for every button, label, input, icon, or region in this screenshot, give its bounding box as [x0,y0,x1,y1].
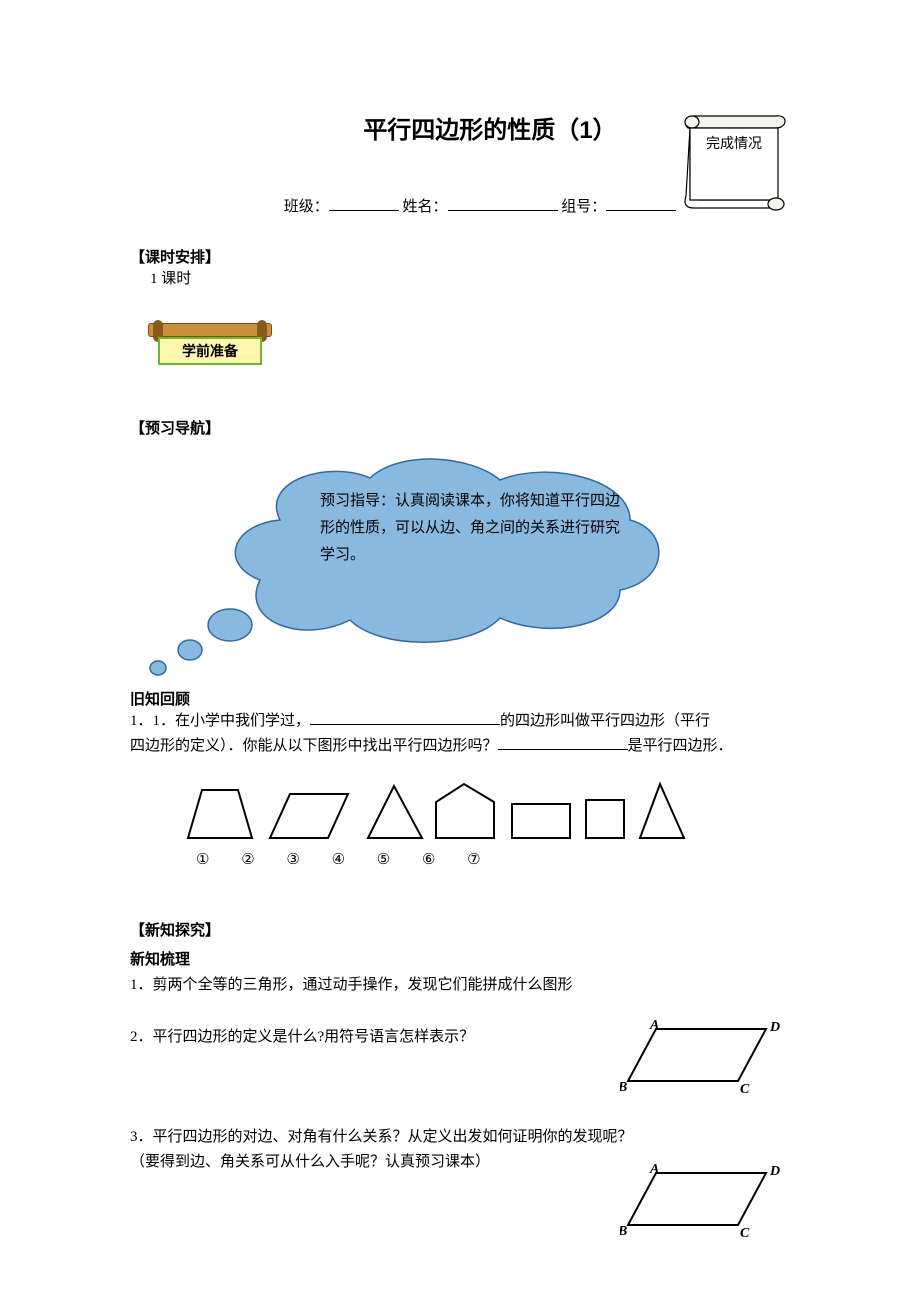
svg-text:B: B [620,1080,627,1095]
svg-text:D: D [769,1020,780,1035]
question-1: 1．剪两个全等的三角形，通过动手操作，发现它们能拼成什么图形 [130,973,790,999]
prep-sign: 学前准备 [150,323,270,371]
svg-text:A: A [649,1019,659,1033]
svg-text:A: A [649,1163,659,1177]
class-blank[interactable] [329,210,399,211]
sort-heading: 新知梳理 [130,948,790,969]
svg-text:C: C [740,1082,750,1097]
group-blank[interactable] [606,210,676,211]
name-label: 姓名： [402,199,447,215]
recall-blank-2[interactable] [498,749,628,750]
student-info-line: 班级： 姓名： 组号： [170,195,790,216]
recall-heading: 旧知回顾 [130,688,790,709]
schedule-body: 1 课时 [150,267,790,293]
group-label: 组号： [561,199,606,215]
svg-text:C: C [740,1226,750,1241]
svg-text:B: B [620,1224,627,1239]
parallelogram-abcds-2: A D B C [620,1163,780,1243]
explore-heading: 【新知探究】 [130,919,790,940]
schedule-heading: 【课时安排】 [130,246,790,267]
recall-blank-1[interactable] [310,724,500,725]
svg-text:D: D [769,1164,780,1179]
worksheet-page: 平行四边形的性质（1） 班级： 姓名： 组号： 【课时安排】 1 课时 学前准备… [130,110,790,1215]
parallelogram-abcds-1: A D B C [620,1019,780,1099]
preview-heading: 【预习导航】 [130,417,790,438]
page-title: 平行四边形的性质（1） [190,110,790,145]
class-label: 班级： [284,199,329,215]
thought-cloud: 预习指导：认真阅读课本，你将知道平行四边形的性质，可以从边、角之间的关系进行研究… [130,450,790,680]
question-3a: 3．平行四边形的对边、对角有什么关系？从定义出发如何证明你的发现呢？ [130,1125,790,1151]
shape-numbers: ① ② ③ ④ ⑤ ⑥ ⑦ [196,848,790,874]
recall-line1: 1．1．在小学中我们学过，的四边形叫做平行四边形（平行 [130,709,790,735]
shapes-row [170,778,790,848]
recall-line2: 四边形的定义）．你能从以下图形中找出平行四边形吗？是平行四边形． [130,734,790,760]
cloud-text: 预习指导：认真阅读课本，你将知道平行四边形的性质，可以从边、角之间的关系进行研究… [320,488,620,569]
name-blank[interactable] [448,210,558,211]
prep-sign-label: 学前准备 [158,337,262,365]
